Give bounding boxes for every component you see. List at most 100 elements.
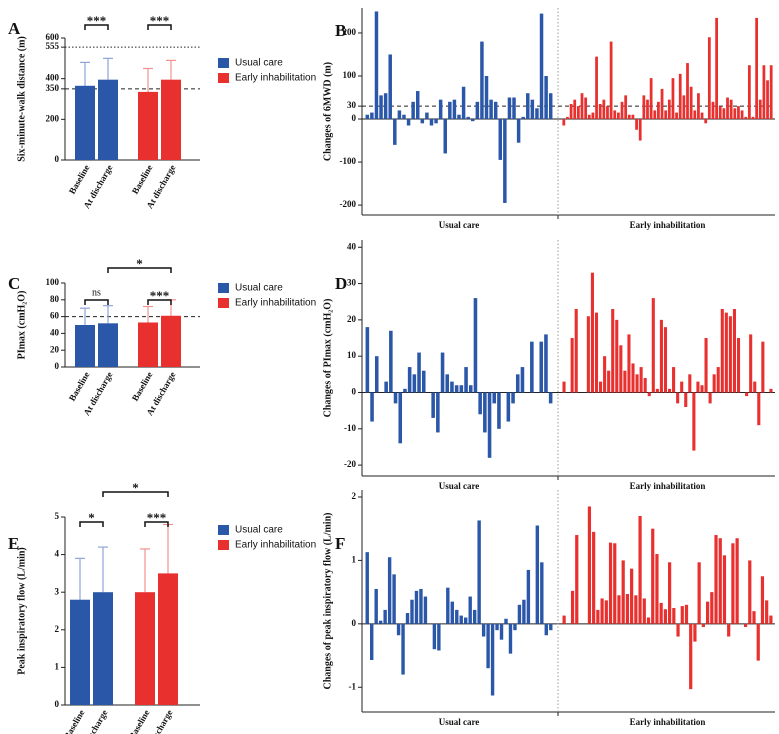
- bar: [655, 388, 659, 393]
- y-tick-label: 0: [352, 113, 357, 123]
- legend-label: Early inhabilitation: [235, 298, 316, 309]
- bar: [613, 110, 617, 120]
- significance-bracket: [144, 521, 169, 527]
- bar: [684, 392, 688, 408]
- bar: [643, 377, 647, 393]
- bar: [621, 560, 625, 624]
- y-tick-label: 400: [46, 73, 60, 83]
- bar: [736, 338, 741, 393]
- bar: [676, 623, 680, 637]
- bar: [411, 101, 415, 120]
- bar: [489, 99, 493, 120]
- y-tick-label: 350: [46, 83, 60, 93]
- bar: [722, 555, 727, 624]
- bar: [598, 103, 602, 120]
- bar: [75, 325, 95, 367]
- y-axis-label: Changes of 6MWD (m): [322, 62, 333, 161]
- bar: [388, 54, 392, 120]
- y-tick-label: 30: [347, 278, 357, 288]
- legend-label: Usual care: [235, 283, 283, 294]
- y-tick-label: -1: [349, 681, 357, 691]
- panel-letter: E: [8, 534, 19, 553]
- bar: [544, 623, 548, 636]
- bar: [415, 91, 420, 120]
- bar: [693, 623, 697, 642]
- bar: [663, 609, 667, 624]
- bar: [762, 65, 766, 120]
- bar: [667, 99, 671, 120]
- y-tick-label: -20: [344, 459, 356, 469]
- bar: [490, 623, 495, 696]
- bar: [471, 119, 475, 122]
- bar: [595, 56, 598, 120]
- bar: [704, 338, 708, 393]
- bar: [483, 392, 487, 433]
- bar: [93, 592, 113, 705]
- bar: [686, 63, 689, 120]
- y-tick-label: 4: [55, 549, 60, 559]
- bar: [704, 119, 708, 124]
- bar: [766, 80, 769, 120]
- bar: [663, 327, 668, 393]
- bar: [735, 538, 739, 624]
- bar: [757, 392, 761, 426]
- panel-letter: A: [8, 19, 21, 38]
- bar: [429, 119, 434, 126]
- bar: [477, 520, 481, 624]
- bar: [630, 568, 634, 624]
- bar: [727, 623, 731, 637]
- bar: [587, 506, 592, 624]
- bar: [526, 93, 530, 120]
- bar: [635, 119, 638, 130]
- bar: [374, 356, 379, 393]
- bar: [718, 538, 722, 624]
- bar: [454, 385, 459, 393]
- bar: [566, 116, 569, 120]
- bar: [576, 106, 580, 120]
- x-tick-label: Baseline: [67, 163, 92, 196]
- bar: [627, 334, 631, 393]
- bar: [758, 99, 762, 120]
- bar: [733, 108, 737, 120]
- y-tick-label: 1: [55, 661, 60, 671]
- bar: [438, 99, 443, 120]
- bar: [575, 535, 579, 624]
- bar: [544, 334, 548, 393]
- bar: [468, 596, 472, 624]
- bar: [461, 86, 466, 120]
- bar: [596, 609, 600, 624]
- group-label: Early inhabilitation: [630, 481, 706, 491]
- bar: [507, 97, 512, 120]
- bar: [384, 381, 388, 393]
- bar: [635, 374, 639, 393]
- significance-bracket: [107, 267, 172, 273]
- bar: [387, 557, 392, 624]
- bar: [655, 554, 659, 624]
- bar: [711, 101, 715, 120]
- significance-label: *: [132, 480, 139, 495]
- significance-label: ***: [150, 288, 170, 303]
- bar: [580, 93, 584, 120]
- bar: [464, 617, 468, 624]
- group-label: Early inhabilitation: [630, 220, 706, 230]
- bar: [631, 114, 635, 120]
- bar: [671, 78, 675, 120]
- bar: [606, 106, 609, 120]
- bar: [710, 592, 714, 624]
- bar: [455, 609, 459, 624]
- bar: [374, 11, 379, 120]
- bar: [70, 599, 90, 705]
- bar: [638, 516, 642, 624]
- bar: [437, 623, 441, 651]
- bar: [689, 623, 693, 690]
- bar: [135, 592, 155, 705]
- significance-label: ***: [87, 13, 107, 28]
- bar: [756, 623, 760, 661]
- bar: [592, 531, 596, 624]
- bar: [603, 356, 607, 393]
- x-tick-label: Baseline: [130, 370, 155, 403]
- bar: [726, 97, 729, 120]
- group-label: Usual care: [439, 220, 480, 230]
- bar: [522, 599, 526, 624]
- bar: [497, 392, 501, 429]
